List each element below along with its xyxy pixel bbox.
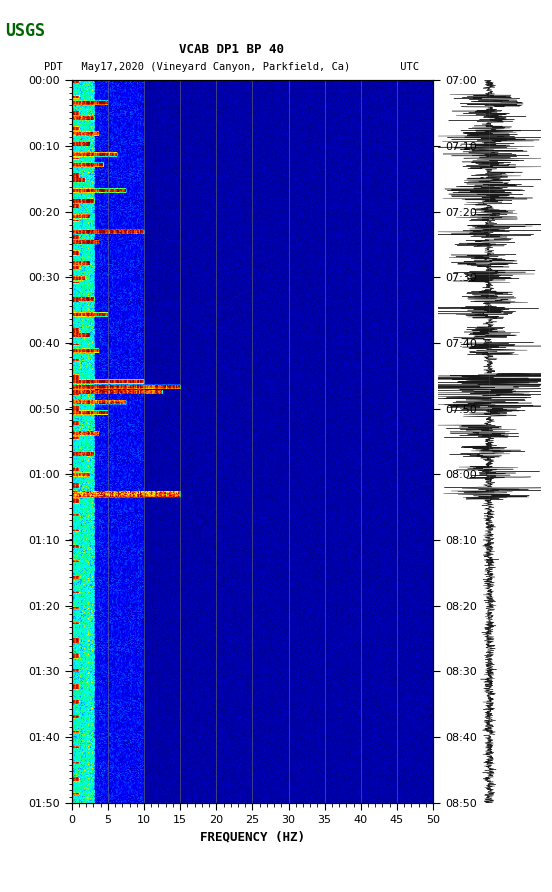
Text: PDT   May17,2020 (Vineyard Canyon, Parkfield, Ca)        UTC: PDT May17,2020 (Vineyard Canyon, Parkfie…: [44, 62, 420, 72]
Text: USGS: USGS: [6, 22, 45, 40]
Text: VCAB DP1 BP 40: VCAB DP1 BP 40: [179, 43, 284, 55]
X-axis label: FREQUENCY (HZ): FREQUENCY (HZ): [200, 830, 305, 843]
